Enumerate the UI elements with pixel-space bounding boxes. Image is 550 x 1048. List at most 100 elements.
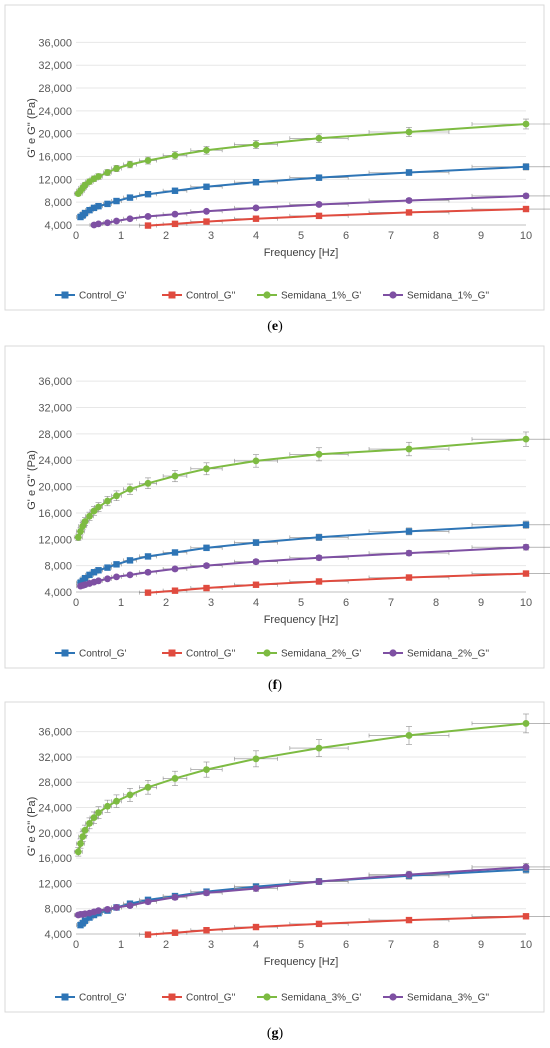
series	[73, 713, 550, 857]
data-point	[126, 902, 134, 909]
data-point	[252, 179, 260, 186]
y-tick-label: 28,000	[38, 777, 72, 789]
y-tick-label: 36,000	[38, 727, 72, 739]
legend-marker	[389, 649, 397, 657]
data-point	[81, 574, 89, 582]
data-point	[405, 732, 413, 739]
panel-label: (e)	[267, 319, 283, 334]
data-point	[113, 197, 120, 205]
x-tick-label: 6	[343, 939, 349, 951]
data-point	[203, 766, 210, 773]
data-point	[86, 571, 93, 579]
data-point	[203, 544, 210, 552]
data-point	[113, 165, 120, 172]
legend-entry: Semidana_3%_G'	[257, 993, 361, 1004]
x-tick-label: 0	[73, 230, 79, 242]
x-tick-label: 5	[298, 230, 304, 242]
data-point	[171, 187, 179, 194]
y-tick-label: 8,000	[44, 904, 72, 916]
data-point	[171, 893, 179, 901]
y-tick-label: 12,000	[38, 534, 72, 546]
chart-frame	[4, 4, 545, 311]
x-axis-title: Frequency [Hz]	[264, 247, 339, 259]
x-tick-label: 4	[253, 939, 259, 951]
y-axis-title: G' e G'' (Pa)	[26, 450, 38, 509]
data-point	[405, 197, 413, 204]
data-point	[144, 589, 152, 596]
legend-entry: Semidana_2%_G''	[383, 649, 489, 660]
data-point	[252, 215, 260, 222]
data-point	[144, 898, 152, 906]
x-tick-label: 9	[478, 939, 484, 951]
data-point	[252, 539, 260, 546]
y-tick-label: 12,000	[38, 878, 72, 890]
data-point	[171, 929, 179, 936]
data-point	[81, 209, 89, 217]
data-point	[315, 554, 323, 562]
y-tick-label: 20,000	[38, 828, 72, 840]
x-tick-label: 10	[520, 939, 532, 951]
data-point	[126, 557, 134, 564]
data-point	[144, 213, 152, 220]
series	[73, 118, 550, 198]
data-point	[126, 485, 134, 493]
data-point	[81, 826, 89, 834]
legend-marker	[263, 291, 271, 299]
y-tick-label: 4,000	[44, 587, 72, 599]
data-point	[522, 205, 530, 213]
data-point	[126, 791, 134, 799]
y-axis-title: G' e G'' (Pa)	[26, 98, 38, 157]
y-tick-label: 20,000	[38, 482, 72, 494]
x-tick-label: 5	[298, 939, 304, 951]
data-point	[315, 578, 323, 585]
x-tick-label: 4	[253, 230, 259, 242]
legend-marker	[61, 993, 69, 1001]
chart-panel: 4,000 8,000 12,000 16,000 20,000 24,000 28,000…	[4, 345, 550, 693]
series	[139, 570, 550, 596]
legend-label: Semidana_3%_G'	[281, 993, 361, 1004]
data-point	[405, 574, 413, 581]
y-tick-label: 32,000	[38, 403, 72, 415]
y-tick-label: 20,000	[38, 129, 72, 141]
series	[76, 520, 550, 586]
data-point	[405, 871, 413, 878]
x-tick-label: 0	[73, 597, 79, 609]
data-point	[90, 204, 98, 212]
data-point	[171, 210, 179, 218]
series	[73, 431, 550, 541]
data-point	[252, 457, 260, 465]
data-point	[522, 720, 530, 727]
y-axis-title: G' e G'' (Pa)	[26, 797, 38, 856]
x-tick-label: 4	[253, 597, 259, 609]
data-point	[522, 913, 530, 920]
chart-panel: 4,000 8,000 12,000 16,000 20,000 24,000 28,000…	[4, 4, 550, 334]
legend-entry: Control_G''	[162, 993, 235, 1004]
y-tick-label: 36,000	[38, 37, 72, 49]
data-point	[104, 200, 111, 208]
x-tick-label: 9	[478, 597, 484, 609]
series	[76, 163, 550, 221]
legend-label: Semidana_3%_G''	[407, 993, 489, 1004]
data-point	[95, 220, 102, 228]
legend-label: Control_G''	[186, 993, 235, 1004]
x-tick-label: 2	[163, 597, 169, 609]
data-point	[203, 562, 210, 570]
y-tick-label: 8,000	[44, 561, 72, 573]
data-point	[315, 134, 323, 142]
legend-label: Control_G'	[79, 649, 127, 660]
data-point	[95, 503, 102, 511]
data-point	[144, 190, 152, 198]
legend-label: Control_G'	[79, 993, 127, 1004]
data-point	[144, 479, 152, 487]
data-point	[104, 905, 111, 913]
data-point	[252, 885, 260, 892]
data-point	[113, 573, 120, 581]
x-tick-label: 6	[343, 230, 349, 242]
legend-entry: Semidana_1%_G'	[257, 291, 361, 302]
data-point	[104, 802, 111, 810]
x-tick-label: 3	[208, 230, 214, 242]
y-tick-label: 16,000	[38, 508, 72, 520]
legend-marker	[61, 291, 69, 299]
series	[139, 913, 550, 938]
